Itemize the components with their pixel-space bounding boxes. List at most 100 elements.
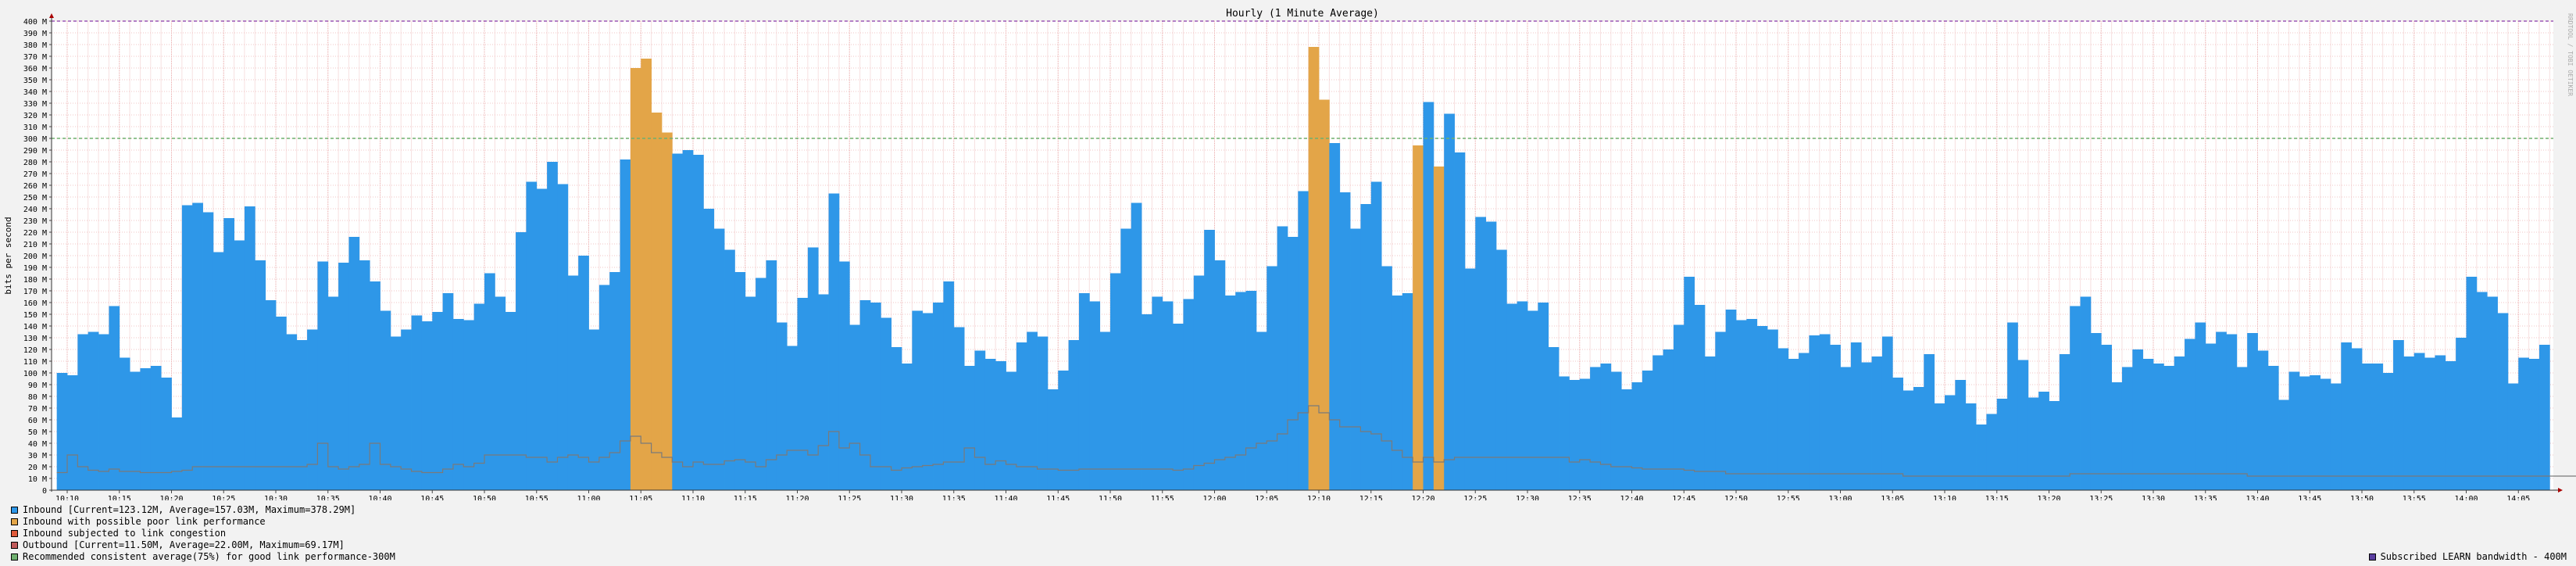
bar-inbound xyxy=(463,320,475,490)
legend-label-outbound: Outbound [Current=11.50M, Average=22.00M… xyxy=(23,539,345,550)
x-tick-label: 12:35 xyxy=(1568,495,1592,500)
bar-inbound xyxy=(223,218,234,490)
bar-inbound xyxy=(202,212,214,490)
legend-label-poor: Inbound with possible poor link performa… xyxy=(23,516,266,527)
bar-inbound xyxy=(2403,356,2415,490)
y-tick-label: 280 M xyxy=(23,159,47,167)
x-tick-label: 12:25 xyxy=(1463,495,1487,500)
bar-inbound xyxy=(1590,367,1601,490)
bar-inbound xyxy=(442,293,454,490)
bar-inbound xyxy=(2518,357,2529,490)
y-tick-label: 260 M xyxy=(23,182,47,191)
bar-inbound xyxy=(1861,362,1872,490)
bar-inbound xyxy=(1287,237,1299,490)
bar-inbound xyxy=(1559,376,1570,490)
bar-inbound xyxy=(327,296,339,490)
bar-inbound xyxy=(380,310,391,490)
legend-swatch-outbound xyxy=(11,542,18,549)
bar-inbound xyxy=(150,366,162,490)
x-tick-labels: 10:10 10:15 10:20 10:25 10:30 10:35 10:40 10:45… xyxy=(55,490,2530,503)
bar-inbound xyxy=(1193,275,1205,490)
x-tick-label: 10:35 xyxy=(316,495,340,500)
bar-inbound xyxy=(171,417,183,490)
bar-inbound xyxy=(1809,335,1820,490)
x-tick-label: 13:35 xyxy=(2194,495,2217,500)
bar-inbound xyxy=(307,329,318,490)
bar-inbound-poor xyxy=(1433,167,1445,490)
bar-inbound xyxy=(1736,320,1747,490)
bar-inbound xyxy=(2007,322,2018,490)
bar-inbound xyxy=(797,298,809,490)
x-tick-label: 12:45 xyxy=(1672,495,1695,500)
bar-inbound xyxy=(2257,350,2269,490)
bar-inbound xyxy=(1360,204,1372,490)
bar-inbound xyxy=(1704,356,1716,490)
bar-inbound xyxy=(56,373,68,490)
bar-inbound xyxy=(1224,296,1236,490)
bar-inbound xyxy=(2330,383,2342,490)
x-tick-label: 13:00 xyxy=(1828,495,1852,500)
bar-inbound xyxy=(1089,301,1101,490)
bar-inbound xyxy=(432,312,443,490)
x-tick-label: 14:05 xyxy=(2506,495,2530,500)
bar-inbound xyxy=(1673,324,1685,490)
y-tick-label: 60 M xyxy=(28,417,47,425)
x-tick-label: 10:45 xyxy=(420,495,444,500)
bar-inbound xyxy=(1548,347,1560,490)
bar-inbound xyxy=(1850,342,1862,490)
bar-inbound xyxy=(1976,424,1987,490)
bar-inbound xyxy=(1402,293,1413,490)
y-tick-label: 350 M xyxy=(23,77,47,85)
bar-inbound xyxy=(995,361,1006,490)
bar-inbound xyxy=(348,237,360,490)
bar-inbound xyxy=(734,272,746,490)
bar-inbound xyxy=(192,202,203,490)
x-tick-label: 11:25 xyxy=(838,495,861,500)
bar-inbound xyxy=(2528,359,2540,490)
bar-inbound xyxy=(244,206,255,490)
bar-inbound xyxy=(974,350,986,490)
x-tick-label: 12:50 xyxy=(1724,495,1748,500)
y-tick-label: 70 M xyxy=(28,405,47,414)
legend-label-recommended: Recommended consistent average(75%) for … xyxy=(23,551,395,562)
bar-inbound xyxy=(1277,226,1288,490)
bar-inbound xyxy=(1339,192,1351,490)
y-tick-label: 290 M xyxy=(23,147,47,156)
bar-inbound xyxy=(1006,371,1017,490)
bar-inbound xyxy=(2382,373,2394,490)
bar-inbound xyxy=(1245,291,1257,490)
y-tick-label: 160 M xyxy=(23,299,47,308)
y-tick-labels: 0 10 M 20 M 30 M 40 M 50 M 60 M 70 M 80 M 90 M 100… xyxy=(23,18,52,496)
x-tick-label: 10:50 xyxy=(473,495,496,500)
bar-inbound xyxy=(818,294,829,490)
bar-inbound xyxy=(1663,349,1674,490)
x-tick-label: 11:20 xyxy=(785,495,809,500)
x-tick-label: 10:15 xyxy=(108,495,131,500)
bar-inbound xyxy=(505,312,516,490)
bar-inbound xyxy=(1777,348,1789,490)
x-tick-label: 12:20 xyxy=(1411,495,1434,500)
bar-inbound xyxy=(1078,293,1090,490)
x-tick-label: 11:30 xyxy=(890,495,913,500)
x-tick-label: 11:45 xyxy=(1046,495,1070,500)
bar-inbound xyxy=(296,340,308,490)
bar-inbound xyxy=(1881,336,1893,490)
bar-inbound xyxy=(1986,414,1998,490)
y-tick-label: 210 M xyxy=(23,241,47,249)
bar-inbound xyxy=(2101,345,2112,490)
bar-inbound-poor xyxy=(651,113,663,490)
bar-inbound xyxy=(2174,356,2185,490)
bar-inbound xyxy=(922,313,934,490)
bar-inbound xyxy=(2445,361,2456,490)
x-tick-label: 13:40 xyxy=(2246,495,2269,500)
bar-inbound xyxy=(286,334,298,490)
bar-inbound xyxy=(1538,303,1549,490)
bar-inbound xyxy=(411,315,423,490)
x-tick-label: 12:40 xyxy=(1620,495,1643,500)
bar-inbound xyxy=(1924,354,1935,490)
bar-inbound xyxy=(2121,367,2133,490)
bar-inbound xyxy=(807,247,819,490)
y-tick-label: 360 M xyxy=(23,65,47,73)
bar-inbound xyxy=(1068,340,1080,490)
y-tick-label: 140 M xyxy=(23,323,47,331)
